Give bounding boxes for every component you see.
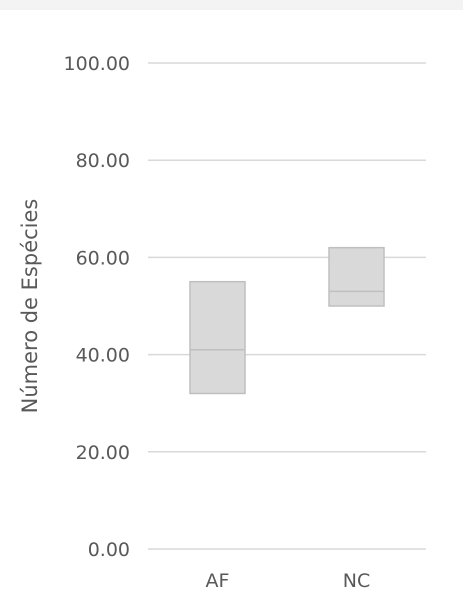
y-tick-label: 40.00 xyxy=(76,345,130,367)
y-axis-title: Número de Espécies xyxy=(18,199,42,414)
top-toolbar-strip xyxy=(0,0,463,10)
y-tick-label: 20.00 xyxy=(76,442,130,464)
y-tick-label: 100.00 xyxy=(64,53,130,75)
y-tick-label: 0.00 xyxy=(88,539,130,561)
y-tick-label: 60.00 xyxy=(76,247,130,269)
x-category-label: NC xyxy=(343,570,370,591)
box-af xyxy=(189,280,246,395)
x-axis-category-labels: AF NC xyxy=(206,570,371,591)
box-nc xyxy=(328,246,385,307)
x-category-label: AF xyxy=(206,570,230,591)
boxes xyxy=(189,246,385,395)
y-tick-label: 80.00 xyxy=(76,150,130,172)
y-axis-tick-labels: 0.00 20.00 40.00 60.00 80.00 100.00 xyxy=(64,53,130,561)
